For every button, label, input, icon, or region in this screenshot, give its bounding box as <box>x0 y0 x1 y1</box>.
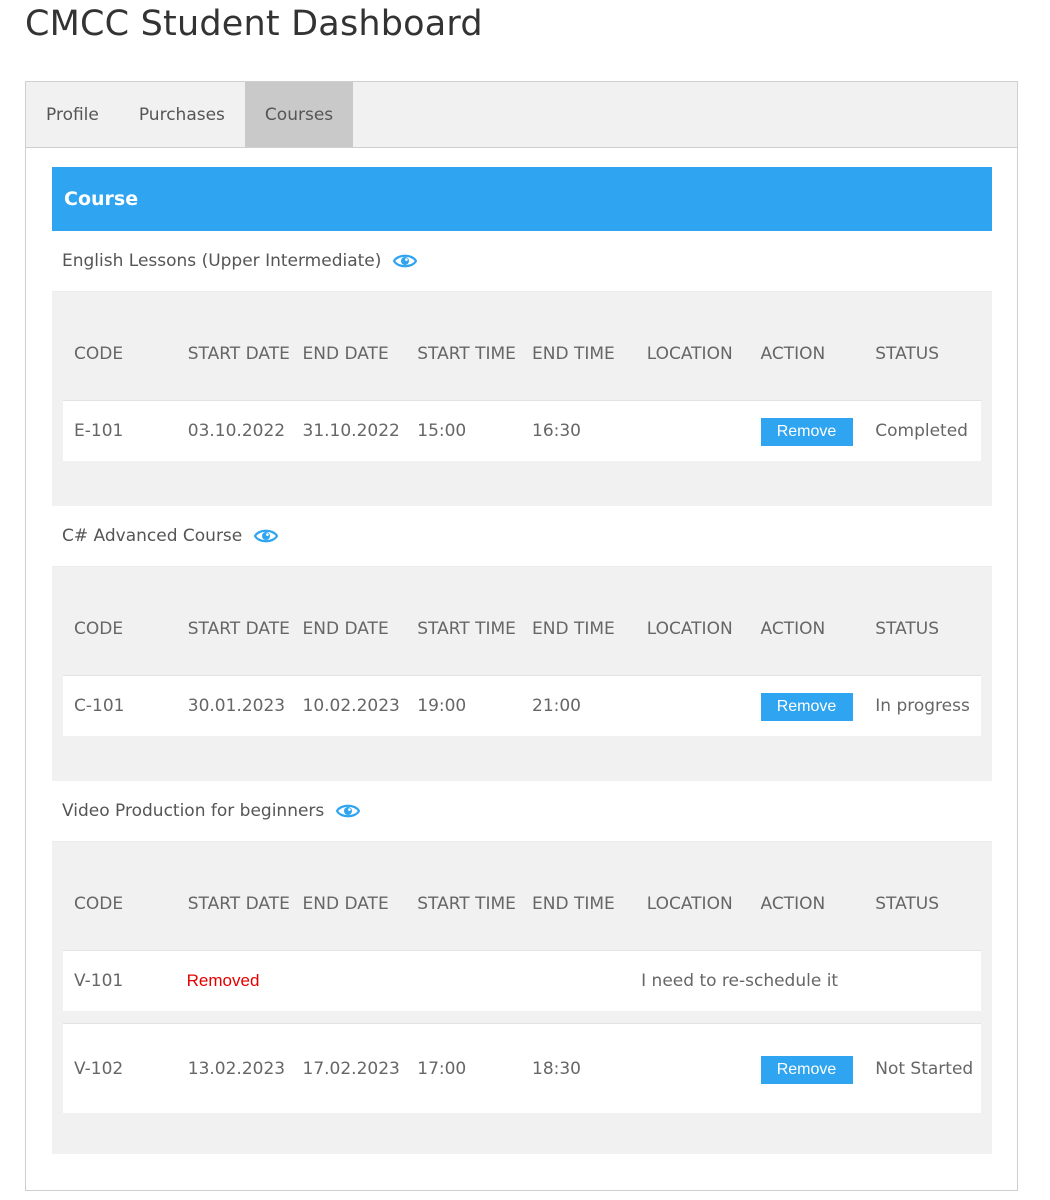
cell-start-date: 30.01.2023 <box>187 696 286 716</box>
tab-bar: Profile Purchases Courses <box>26 82 1017 148</box>
eye-icon[interactable] <box>393 253 418 269</box>
col-status: STATUS <box>875 893 940 914</box>
course-title-label: English Lessons (Upper Intermediate) <box>62 251 382 271</box>
course-title-label: C# Advanced Course <box>62 526 243 546</box>
cell-action: Remove <box>760 1054 876 1084</box>
col-action: ACTION <box>760 618 826 639</box>
col-code: CODE <box>74 893 124 914</box>
col-action: ACTION <box>760 343 826 364</box>
col-start-time: START TIME <box>417 618 516 639</box>
course-title-csharp: C# Advanced Course <box>52 506 992 567</box>
cell-status: Completed <box>875 421 968 441</box>
cell-start-date: 13.02.2023 <box>187 1058 286 1079</box>
remove-button[interactable]: Remove <box>760 1055 853 1084</box>
tab-courses[interactable]: Courses <box>244 82 354 147</box>
dashboard-panel: Profile Purchases Courses Course English… <box>25 81 1018 1191</box>
cell-code: C-101 <box>74 696 125 716</box>
course-title-label: Video Production for beginners <box>62 801 325 821</box>
course-title-video: Video Production for beginners <box>52 781 992 842</box>
cell-action: Remove <box>760 416 876 446</box>
course-title-english: English Lessons (Upper Intermediate) <box>52 231 992 292</box>
eye-icon[interactable] <box>253 528 279 544</box>
col-action: ACTION <box>760 893 826 914</box>
table-row: V-102 13.02.2023 17.02.2023 17:00 18:30 … <box>63 1023 981 1113</box>
cell-start-time: 15:00 <box>417 421 467 441</box>
col-end-date: END DATE <box>302 618 389 639</box>
table-header-row: CODE START DATE END DATE START TIME END … <box>63 582 981 675</box>
table-header-row: CODE START DATE END DATE START TIME END … <box>63 857 981 950</box>
cell-code: E-101 <box>74 421 124 441</box>
cell-code: V-102 <box>74 1058 124 1079</box>
col-code: CODE <box>74 618 124 639</box>
col-code: CODE <box>74 343 124 364</box>
cell-end-date: 17.02.2023 <box>302 1058 400 1079</box>
remove-button[interactable]: Remove <box>760 693 853 721</box>
cell-end-time: 16:30 <box>532 421 581 441</box>
table-row: E-101 03.10.2022 31.10.2022 15:00 16:30 … <box>63 400 981 461</box>
tab-profile[interactable]: Profile <box>46 104 99 125</box>
cell-status: In progress <box>875 696 970 716</box>
table-header-row: CODE START DATE END DATE START TIME END … <box>63 307 981 400</box>
col-status: STATUS <box>875 618 940 639</box>
cell-start-time: 17:00 <box>417 1058 467 1079</box>
table-row: C-101 30.01.2023 10.02.2023 19:00 21:00 … <box>63 675 981 736</box>
cell-code: V-101 <box>74 971 124 991</box>
course-table-english: CODE START DATE END DATE START TIME END … <box>52 292 992 506</box>
col-status: STATUS <box>875 343 940 364</box>
page-title: CMCC Student Dashboard <box>25 4 483 44</box>
col-start-time: START TIME <box>417 893 516 914</box>
course-table-video: CODE START DATE END DATE START TIME END … <box>52 842 992 1158</box>
cell-end-time: 21:00 <box>532 696 581 716</box>
cell-start-date: 03.10.2022 <box>187 421 286 441</box>
cell-status: Not Started <box>875 1058 974 1079</box>
col-start-date: START DATE <box>187 343 290 364</box>
col-end-date: END DATE <box>302 893 389 914</box>
table-row: V-101 Removed I need to re-schedule it <box>63 950 981 1011</box>
col-start-date: START DATE <box>187 893 290 914</box>
cell-end-time: 18:30 <box>532 1058 581 1079</box>
col-location: LOCATION <box>646 893 733 914</box>
courses-content: Course English Lessons (Upper Intermedia… <box>52 167 992 1154</box>
col-end-time: END TIME <box>532 618 615 639</box>
course-section-header: Course <box>52 167 992 231</box>
col-end-date: END DATE <box>302 343 389 364</box>
col-location: LOCATION <box>646 618 733 639</box>
col-start-time: START TIME <box>417 343 516 364</box>
removed-label: Removed <box>186 971 260 990</box>
cell-end-date: 31.10.2022 <box>302 421 400 441</box>
remove-button[interactable]: Remove <box>760 418 853 446</box>
removal-note: I need to re-schedule it <box>641 971 839 991</box>
col-location: LOCATION <box>646 343 733 364</box>
course-table-csharp: CODE START DATE END DATE START TIME END … <box>52 567 992 781</box>
col-start-date: START DATE <box>187 618 290 639</box>
cell-end-date: 10.02.2023 <box>302 696 400 716</box>
col-end-time: END TIME <box>532 893 615 914</box>
cell-start-time: 19:00 <box>417 696 467 716</box>
cell-action: Remove <box>760 691 876 721</box>
col-end-time: END TIME <box>532 343 615 364</box>
tab-purchases[interactable]: Purchases <box>138 104 225 125</box>
eye-icon[interactable] <box>336 803 361 819</box>
